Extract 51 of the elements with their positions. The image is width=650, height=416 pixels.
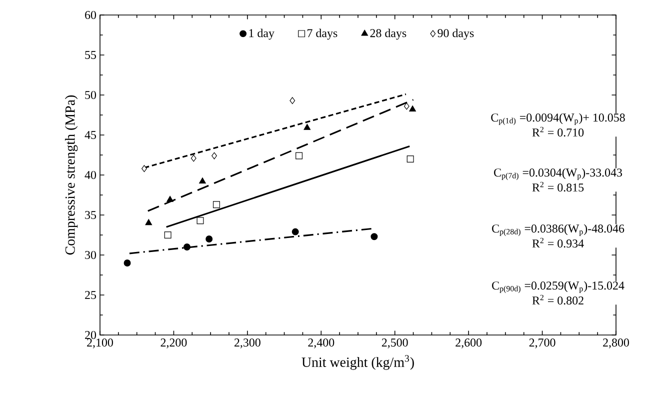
point	[406, 156, 414, 162]
point	[142, 165, 147, 172]
x-tick-label: 2,800	[603, 338, 629, 348]
y-tick-label: 50	[85, 90, 96, 100]
y-tick-label: 25	[85, 290, 96, 300]
point	[166, 196, 174, 202]
x-tick-label: 2,300	[234, 338, 260, 348]
legend-label: 1 day	[249, 28, 274, 40]
point	[370, 233, 378, 240]
legend-label: 90 days	[438, 28, 474, 40]
x-tick-label: 2,400	[308, 338, 334, 348]
annotation: C$_{p(7d)}$ =0.0304(W$_{p}$)-33.043	[494, 168, 622, 180]
annotation: R$^{2}$ = 0.934	[532, 238, 584, 248]
annotation: R$^{2}$ = 0.710	[532, 126, 584, 137]
point	[199, 178, 206, 184]
point	[190, 154, 196, 162]
y-tick-label: 35	[85, 210, 96, 220]
point	[183, 244, 190, 250]
point	[124, 260, 131, 266]
y-tick-label: 40	[84, 170, 96, 180]
y-tick-label: 30	[85, 250, 96, 260]
point	[145, 219, 152, 226]
point	[212, 201, 220, 208]
x-tick-label: 2,700	[529, 338, 556, 348]
y-tick-label: 60	[85, 10, 96, 20]
point	[164, 232, 172, 238]
annotation: R$^{2}$ = 0.815	[532, 182, 584, 192]
point	[292, 228, 299, 236]
point	[409, 106, 416, 112]
y-tick-label: 55	[85, 51, 96, 59]
x-tick-label: 2,500	[382, 338, 408, 348]
point	[206, 236, 213, 242]
annotation: C$_{p(1d)}$ =0.0094(W$_{p}$)+ 10.058	[491, 113, 625, 125]
legend-label: 7 days	[308, 28, 338, 40]
y-tick-label: 20	[85, 330, 96, 340]
y-axis-title: Compressive strength (MPa)	[64, 95, 78, 255]
annotation: C$_{p(90d)}$ =0.0259(W$_{p}$)-15.024	[492, 281, 624, 293]
legend-label: 28 days	[370, 28, 406, 40]
point	[304, 124, 311, 130]
annotation: C$_{p(28d)}$ =0.0386(W$_{p}$)-48.046	[492, 224, 624, 236]
point	[212, 152, 217, 160]
y-tick-label: 45	[84, 131, 96, 139]
point	[404, 102, 410, 110]
point	[196, 217, 204, 224]
x-axis-title: Unit weight (kg/m$^{3}$)	[302, 355, 414, 370]
x-tick-label: 2,600	[456, 338, 482, 348]
point	[290, 97, 296, 104]
point	[296, 152, 303, 160]
annotation: R$^{2}$ = 0.802	[532, 294, 584, 305]
x-tick-label: 2,100	[87, 338, 113, 348]
x-tick-label: 2,200	[160, 338, 187, 348]
